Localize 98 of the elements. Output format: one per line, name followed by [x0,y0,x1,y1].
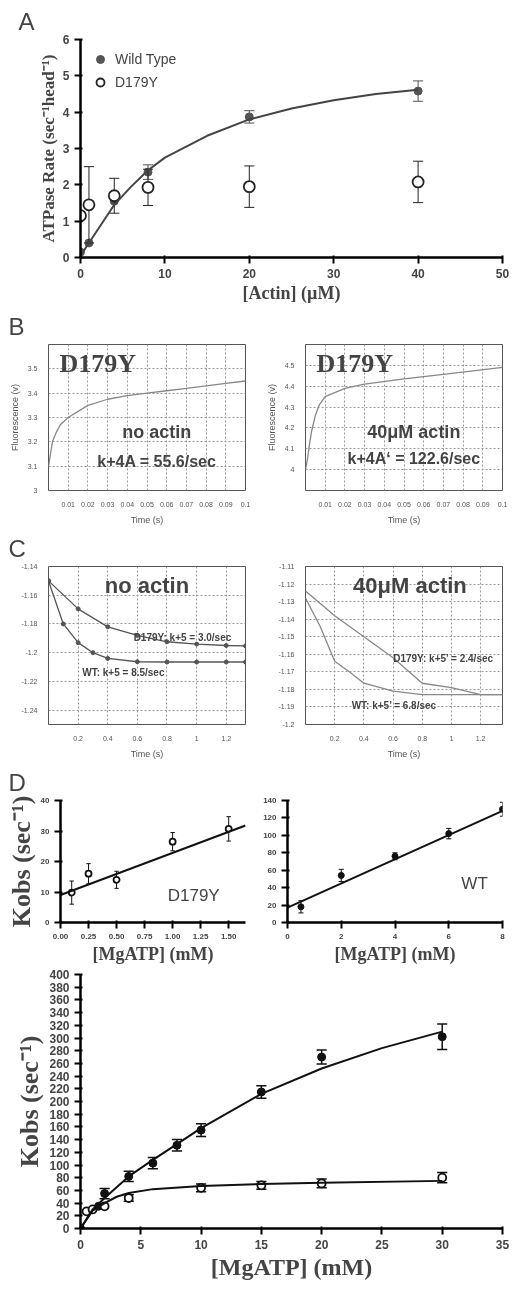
y-tick-label: 60 [56,1183,70,1198]
chart-title: A [18,7,35,35]
x-axis-title: [MgATP] (mM) [334,943,456,965]
y-tick-label: 280 [49,1044,70,1059]
y-tick-label: 20 [267,900,278,910]
y-tick-label: 100 [49,1158,70,1173]
x-tick-label: 30 [327,266,341,281]
x-axis-title: [Actin] (µM) [242,282,341,304]
y-tick-label: 20 [40,857,51,866]
y-tick-label: 160 [49,1120,70,1135]
x-tick-label: 0 [77,1237,85,1252]
annotation: no actin [122,422,192,443]
y-tick-label: 100 [263,830,278,840]
x-tick-label: 8 [500,931,506,941]
legend-label: Wild Type [115,51,177,67]
y-tick-label: 120 [49,1145,70,1160]
x-tick-label: 0 [77,266,85,281]
y-tick-label: 140 [263,796,278,805]
x-tick-label: 2 [339,931,345,941]
y-tick-label: 30 [40,826,51,836]
chart-title: B [8,312,25,340]
y-tick-label: 40 [267,883,278,893]
x-axis-title: Time (s) [130,748,164,759]
x-tick-label: 20 [242,266,257,281]
x-tick-label: 0.75 [136,931,153,941]
chart-title: C [8,534,26,562]
annotation: 40μM actin [367,422,461,443]
x-tick-label: 6 [446,931,452,941]
y-tick-label: 1 [62,214,70,229]
x-tick-label: 20 [314,1237,329,1252]
y-axis-title: Kobs (sec⁻¹) [6,795,36,928]
x-tick-label: 15 [254,1237,269,1252]
y-axis-title: Fluorescence (v) [266,383,277,452]
x-axis-title: Time (s) [130,514,164,525]
y-tick-label: 400 [49,968,70,982]
y-tick-label: 40 [40,796,51,805]
annotation: WT: k+5’ = 6.8/sec [351,700,437,712]
y-tick-label: 340 [49,1006,70,1021]
y-tick-label: 0 [62,1222,70,1236]
y-tick-label: 120 [263,813,278,823]
y-tick-label: 3 [62,142,70,156]
y-tick-label: 80 [267,848,278,858]
x-axis-title: Time (s) [387,748,421,759]
y-tick-label: 5 [62,69,70,84]
x-tick-label: 50 [495,266,510,281]
y-tick-label: 240 [49,1069,70,1084]
x-tick-label: 25 [375,1237,389,1252]
x-tick-label: 1.25 [192,931,209,941]
y-tick-label: 10 [40,887,51,897]
annotation: D179Y [59,348,137,378]
y-tick-label: 260 [49,1056,70,1071]
y-tick-label: 140 [49,1133,70,1148]
x-tick-label: 10 [194,1237,209,1252]
y-tick-label: 0 [45,918,51,927]
y-tick-label: 300 [49,1031,70,1046]
y-axis-title: ATPase Rate (sec⁻¹head⁻¹) [38,54,58,243]
annotation: WT [461,873,488,893]
x-tick-label: 4 [392,931,398,941]
y-tick-label: 200 [49,1095,70,1109]
y-tick-label: 40 [56,1196,70,1211]
y-axis-title: Kobs (sec⁻¹) [15,1035,45,1168]
y-tick-label: 360 [49,993,70,1008]
annotation: D179Y [316,348,394,378]
y-tick-label: 20 [56,1209,70,1224]
y-tick-label: 380 [49,980,70,995]
annotation: 40μM actin [353,572,467,598]
legend-label: D179Y [115,74,158,90]
annotation: k+4A‘ = 122.6/sec [347,449,481,467]
x-tick-label: 40 [411,266,426,281]
y-tick-label: 2 [62,178,70,193]
x-tick-label: 10 [158,266,172,281]
annotation: WT: k+5 = 8.5/sec [82,666,165,678]
x-tick-label: 35 [495,1237,510,1252]
y-tick-label: 0 [272,918,278,927]
x-axis-title: [MgATP] (mM) [210,1253,373,1280]
y-tick-label: 220 [49,1082,70,1097]
x-tick-label: 1.00 [164,931,181,941]
y-tick-label: 4 [62,105,70,120]
x-axis-title: Time (s) [387,514,421,525]
chart-title: D [8,768,26,796]
annotation: k+4A = 55.6/sec [97,452,216,470]
y-tick-label: 0 [62,251,70,265]
y-tick-label: 6 [62,33,70,47]
x-tick-label: 1.50 [220,931,238,941]
annotation: no actin [104,572,190,598]
y-axis-title: Fluorescence (v) [9,383,20,452]
x-axis-title: [MgATP] (mM) [92,943,214,965]
annotation: D179Y: k+5’ = 2.4/sec [393,652,494,664]
x-tick-label: 0.25 [80,931,97,941]
y-tick-label: 320 [49,1018,70,1033]
y-tick-label: 80 [56,1171,70,1186]
x-tick-label: 0.50 [108,931,125,941]
x-tick-label: 30 [435,1237,450,1252]
y-tick-label: 60 [267,865,278,875]
x-tick-label: 0.00 [52,931,69,941]
x-tick-label: 5 [137,1237,145,1252]
annotation: D179Y [167,886,220,906]
y-tick-label: 180 [49,1107,70,1122]
